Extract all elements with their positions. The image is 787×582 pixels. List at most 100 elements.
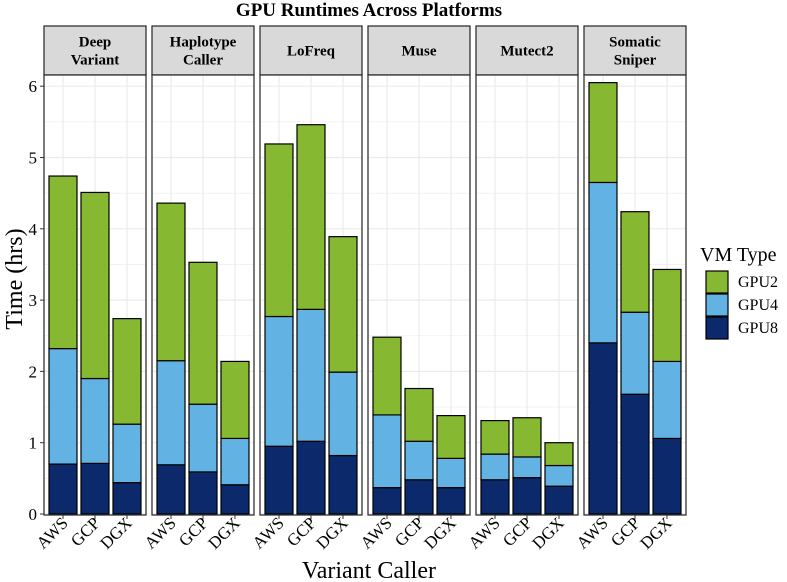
legend-label: GPU4	[738, 297, 778, 314]
bar-segment-gpu8	[480, 479, 510, 515]
bar-segment-gpu4	[436, 457, 466, 489]
x-tick-label: GCP	[175, 513, 212, 550]
bar-segment-gpu2	[436, 415, 466, 459]
bar-segment-gpu8	[112, 482, 142, 515]
bar-segment-gpu4	[264, 315, 294, 447]
legend-title: VM Type	[700, 244, 777, 266]
bar-segment-gpu2	[80, 191, 110, 380]
bar-segment-gpu8	[328, 454, 358, 515]
bar-segment-gpu2	[588, 82, 618, 184]
bar-segment-gpu8	[652, 437, 682, 515]
bar-segment-gpu2	[480, 419, 510, 455]
bar-segment-gpu8	[188, 471, 218, 515]
panel-border	[367, 74, 471, 516]
bar-segment-gpu2	[112, 318, 142, 425]
y-tick-label: 2	[29, 362, 38, 381]
bar-segment-gpu8	[544, 485, 574, 515]
bar-segment-gpu2	[512, 417, 542, 458]
y-tick-label: 0	[29, 505, 38, 524]
facet-strip	[475, 25, 579, 76]
panel-border	[583, 74, 687, 516]
x-tick-label: DGX	[204, 513, 243, 552]
bar-segment-gpu2	[620, 211, 650, 313]
bar-segment-gpu8	[264, 445, 294, 515]
bar-segment-gpu8	[48, 463, 78, 515]
bar-segment-gpu8	[404, 479, 434, 515]
bar-segment-gpu4	[188, 403, 218, 473]
bar-segment-gpu4	[652, 360, 682, 440]
y-tick-label: 1	[29, 434, 38, 453]
bar-segment-gpu8	[296, 440, 326, 515]
x-tick-label: AWS	[357, 513, 396, 552]
legend-key-gpu4	[705, 293, 729, 317]
legend: VM Type GPU2 GPU4 GPU8	[700, 244, 778, 340]
bar-segment-gpu4	[156, 360, 186, 466]
y-tick-label: 3	[29, 291, 38, 310]
bar-segment-gpu4	[544, 464, 574, 487]
bar-segment-gpu8	[372, 487, 402, 515]
y-axis-title: Time (hrs)	[2, 228, 28, 329]
x-tick-label: DGX	[636, 513, 675, 552]
facet-strip-label: Sniper	[614, 53, 657, 69]
x-tick-label: DGX	[420, 513, 459, 552]
bar-segment-gpu2	[544, 442, 574, 467]
bar-segment-gpu2	[328, 236, 358, 373]
facet-strip	[43, 25, 147, 76]
facet-strip-label: Somatic	[609, 35, 661, 51]
bar-segment-gpu2	[220, 360, 250, 440]
x-tick-label: GCP	[283, 513, 320, 550]
bar-segment-gpu4	[588, 181, 618, 344]
bar-segment-gpu8	[436, 487, 466, 515]
facet-strip	[259, 25, 363, 76]
y-tick-label: 4	[29, 220, 38, 239]
bar-segment-gpu2	[188, 261, 218, 405]
facet-strip-label: Variant	[71, 53, 120, 69]
bar-segment-gpu2	[372, 336, 402, 416]
facet-strip-label: Muse	[402, 44, 437, 60]
bar-segment-gpu4	[296, 308, 326, 442]
bar-segment-gpu4	[404, 440, 434, 481]
bar-segment-gpu8	[620, 393, 650, 515]
bar-segment-gpu4	[112, 423, 142, 484]
bar-segment-gpu4	[328, 371, 358, 457]
bar-segment-gpu2	[264, 143, 294, 318]
legend-label: GPU8	[738, 320, 778, 337]
y-tick-label: 5	[29, 149, 38, 168]
bar-segment-gpu8	[80, 462, 110, 515]
facet-strip	[367, 25, 471, 76]
facet-strip-label: Caller	[183, 53, 223, 69]
bar-segment-gpu4	[48, 347, 78, 465]
x-tick-label: DGX	[528, 513, 567, 552]
legend-label: GPU2	[738, 274, 778, 291]
panel-border	[475, 74, 579, 516]
bar-segment-gpu2	[48, 175, 78, 350]
bar-segment-gpu2	[296, 124, 326, 310]
x-tick-label: DGX	[312, 513, 351, 552]
x-tick-label: GCP	[391, 513, 428, 550]
panel-border	[151, 74, 255, 516]
bar-segment-gpu4	[620, 311, 650, 395]
x-axis-title: Variant Caller	[302, 558, 436, 582]
x-tick-label: GCP	[499, 513, 536, 550]
bar-segment-gpu4	[220, 437, 250, 486]
facets-layer: DeepVariantAWSGCPDGXHaplotypeCallerAWSGC…	[33, 25, 687, 553]
facet-strip-label: Haplotype	[170, 35, 237, 51]
bar-segment-gpu2	[652, 268, 682, 363]
bar-segment-gpu4	[480, 453, 510, 481]
x-tick-label: GCP	[67, 513, 104, 550]
legend-key-gpu8	[705, 316, 729, 340]
x-tick-label: AWS	[141, 513, 180, 552]
facet-strip-label: LoFreq	[287, 44, 336, 60]
bar-segment-gpu4	[512, 456, 542, 479]
x-tick-label: AWS	[33, 513, 72, 552]
facet-strip-label: Mutect2	[500, 44, 553, 60]
x-tick-label: AWS	[249, 513, 288, 552]
y-tick-label: 6	[29, 77, 38, 96]
panel-border	[43, 74, 147, 516]
x-tick-label: GCP	[607, 513, 644, 550]
facet-strip-label: Deep	[79, 35, 112, 51]
